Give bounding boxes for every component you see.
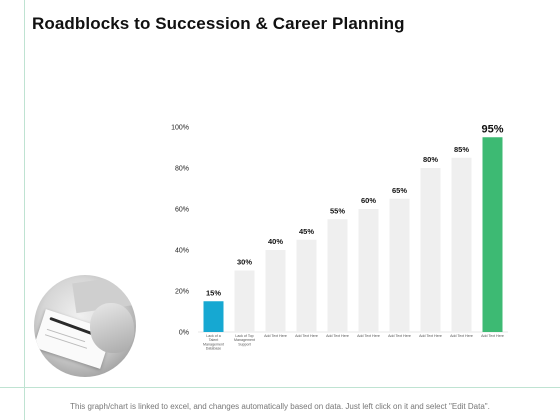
footer-note: This graph/chart is linked to excel, and…: [70, 402, 490, 411]
bar: [296, 239, 317, 332]
x-tick-label: Add Text Here: [326, 334, 349, 338]
x-tick-label: Lack of Top Management Support: [234, 334, 255, 346]
data-label: 15%: [206, 288, 221, 297]
y-tick-label: 40%: [175, 248, 189, 255]
x-tick-label: Lack of a Talent Management Database: [203, 334, 224, 351]
hand-shape: [90, 303, 134, 353]
x-tick-label: Add Text Here: [357, 334, 380, 338]
business-photo: [34, 275, 136, 377]
x-tick-label: Add Text Here: [388, 334, 411, 338]
bar: [389, 198, 410, 332]
y-tick-label: 80%: [175, 166, 189, 173]
data-label: 30%: [237, 258, 252, 267]
y-tick-label: 60%: [175, 207, 189, 214]
y-tick-label: 20%: [175, 289, 189, 296]
data-label: 85%: [454, 145, 469, 154]
bar: [482, 137, 503, 332]
slide-bottom-rule: [0, 387, 560, 388]
y-tick-label: 100%: [171, 125, 189, 132]
data-label: 80%: [423, 155, 438, 164]
data-label: 65%: [392, 186, 407, 195]
data-label: 60%: [361, 196, 376, 205]
bar: [358, 209, 379, 332]
x-tick-label: Add Text Here: [264, 334, 287, 338]
data-label: 55%: [330, 206, 345, 215]
bar: [451, 157, 472, 332]
page-title: Roadblocks to Succession & Career Planni…: [32, 14, 405, 33]
bar: [234, 270, 255, 332]
y-tick-label: 0%: [179, 330, 189, 337]
bar: [327, 219, 348, 332]
data-label: 45%: [299, 227, 314, 236]
x-tick-label: Add Text Here: [419, 334, 442, 338]
bar: [203, 301, 224, 332]
x-tick-label: Add Text Here: [450, 334, 473, 338]
bar: [420, 168, 441, 332]
bar: [265, 250, 286, 332]
x-tick-label: Add Text Here: [481, 334, 504, 338]
x-tick-label: Add Text Here: [295, 334, 318, 338]
data-label: 95%: [481, 123, 503, 135]
slide-left-rule: [24, 0, 25, 420]
data-label: 40%: [268, 237, 283, 246]
